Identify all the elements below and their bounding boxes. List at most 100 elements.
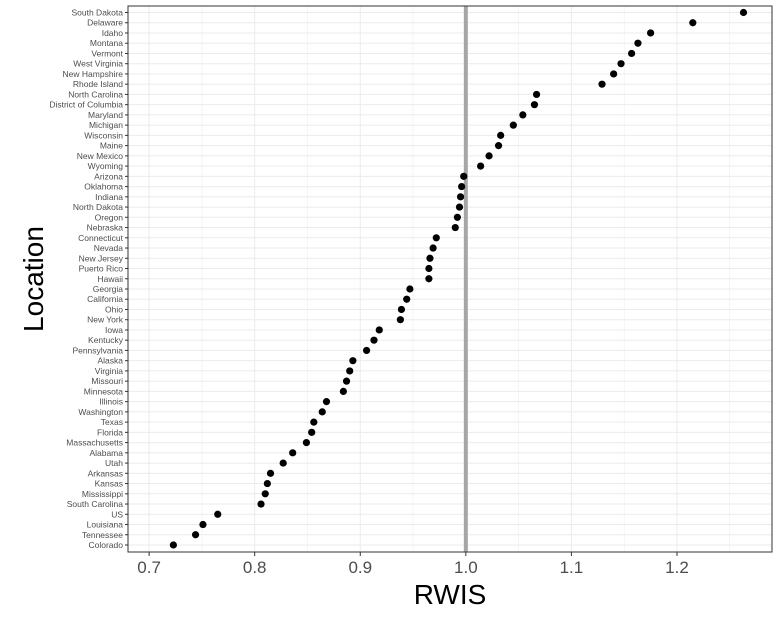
data-point (397, 305, 406, 314)
data-point (429, 244, 437, 252)
data-point (169, 541, 177, 549)
data-point (425, 264, 433, 273)
data-point (375, 326, 383, 334)
data-point (322, 398, 331, 406)
x-tick-label: 1.1 (560, 558, 584, 577)
data-point (477, 162, 485, 170)
data-point (396, 316, 404, 324)
x-axis-title: RWIS (414, 579, 487, 610)
y-tick-label: Idaho (102, 28, 124, 38)
data-point (349, 357, 357, 365)
data-point (261, 490, 269, 498)
data-point (485, 152, 493, 160)
data-point (425, 275, 433, 283)
data-point (530, 101, 539, 109)
y-tick-label: New Mexico (77, 151, 124, 161)
y-tick-label: Pennsylvania (72, 345, 123, 355)
data-point (497, 131, 505, 139)
data-point (346, 367, 354, 375)
y-tick-label: Indiana (95, 192, 123, 202)
y-tick-label: Massachusetts (66, 438, 123, 448)
y-tick-label: New York (87, 315, 124, 325)
y-tick-label: North Dakota (73, 202, 123, 212)
y-tick-label: Maryland (88, 110, 123, 120)
y-tick-label: California (87, 294, 123, 304)
x-tick-label: 0.9 (348, 558, 372, 577)
data-point (689, 19, 697, 27)
data-point (456, 193, 465, 201)
y-tick-label: Tennessee (82, 530, 123, 540)
data-point (362, 346, 371, 355)
y-tick-label: District of Columbia (49, 100, 123, 110)
y-tick-label: Oklahoma (84, 182, 123, 192)
y-tick-label: Michigan (89, 120, 123, 130)
data-point (342, 377, 351, 385)
y-tick-label: New Hampshire (63, 69, 124, 79)
y-tick-label: North Carolina (68, 89, 123, 99)
data-point (532, 90, 541, 99)
data-point (634, 39, 642, 47)
data-point (460, 172, 468, 180)
y-tick-label: Minnesota (84, 386, 123, 396)
y-tick-label: Ohio (105, 304, 123, 314)
y-tick-label: Montana (90, 38, 123, 48)
data-point (403, 295, 411, 303)
data-point (610, 70, 618, 78)
data-point (310, 418, 318, 426)
y-tick-label: Puerto Rico (79, 264, 124, 274)
data-point (426, 254, 434, 262)
data-point (406, 285, 414, 293)
data-point (598, 80, 606, 88)
y-tick-label: Utah (105, 458, 123, 468)
y-tick-label: South Dakota (71, 8, 123, 18)
y-tick-label: Nevada (94, 243, 124, 253)
y-tick-label: Delaware (87, 18, 123, 28)
data-point (739, 8, 748, 17)
y-tick-label: Connecticut (78, 233, 124, 243)
y-tick-label: Wisconsin (84, 130, 123, 140)
y-tick-label: Florida (97, 427, 123, 437)
data-point (302, 438, 311, 447)
data-point (289, 449, 297, 457)
y-tick-label: Missouri (91, 376, 123, 386)
data-point (646, 29, 655, 37)
y-tick-label: Alaska (97, 356, 123, 366)
data-point (266, 469, 275, 477)
data-point (339, 387, 347, 395)
data-point (199, 520, 207, 529)
y-tick-label: Wyoming (88, 161, 124, 171)
data-point (455, 203, 464, 211)
data-point (370, 336, 378, 344)
y-tick-label: Kansas (95, 479, 123, 489)
data-point (432, 234, 440, 242)
y-tick-label: Colorado (89, 540, 124, 550)
data-point (451, 223, 459, 232)
y-tick-label: Oregon (95, 212, 124, 222)
y-tick-label: Louisiana (87, 520, 124, 530)
y-tick-label: New Jersey (79, 253, 124, 263)
y-tick-label: Washington (78, 407, 123, 417)
y-tick-label: Maine (100, 141, 123, 151)
data-point (617, 60, 625, 68)
y-tick-label: Mississippi (82, 489, 123, 499)
y-tick-label: Iowa (105, 325, 123, 335)
x-tick-label: 1.0 (454, 558, 478, 577)
data-point (627, 49, 636, 58)
y-tick-label: Texas (101, 417, 123, 427)
y-tick-label: Virginia (95, 366, 123, 376)
data-point (458, 182, 466, 191)
y-tick-label: Alabama (89, 448, 123, 458)
data-point (318, 408, 326, 416)
y-tick-label: Arizona (94, 171, 123, 181)
data-point (214, 510, 222, 518)
x-tick-layer: 0.7 0.8 0.9 1.0 1.1 1.2 (137, 552, 689, 577)
grid-layer (128, 6, 772, 552)
data-point (257, 500, 265, 508)
y-tick-label: Nebraska (87, 223, 124, 233)
x-tick-label: 1.2 (665, 558, 689, 577)
data-point (191, 531, 200, 539)
data-point (279, 459, 287, 467)
y-tick-label: Arkansas (88, 468, 123, 478)
